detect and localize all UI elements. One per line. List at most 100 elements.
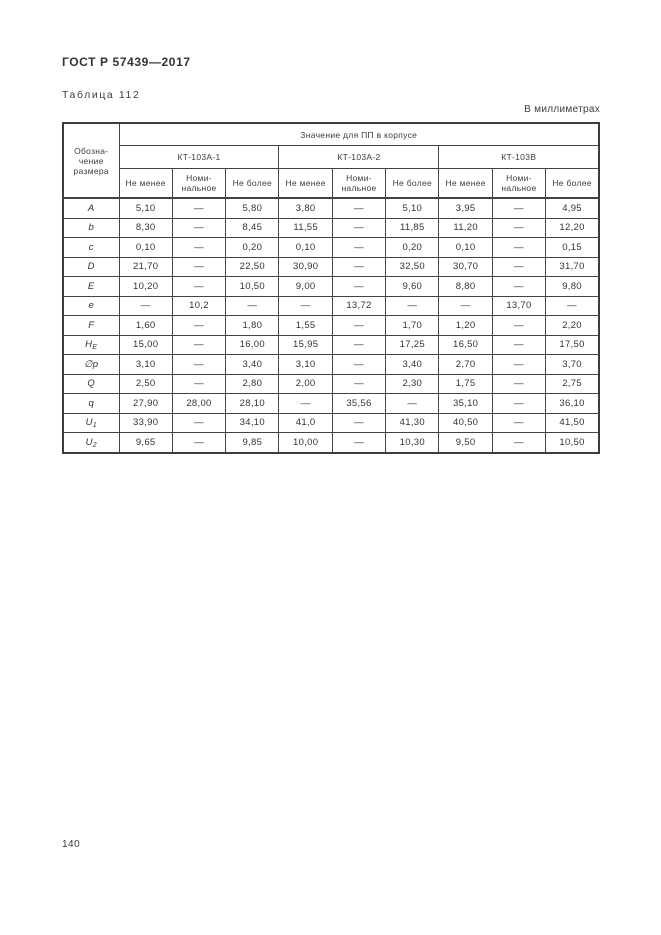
value-cell: 8,45 — [225, 217, 280, 238]
row-label: e — [62, 295, 120, 316]
row-label: U2 — [62, 432, 120, 453]
value-cell: — — [171, 197, 227, 219]
table-row: c 0,10—0,20 0,10—0,20 0,10—0,15 — [62, 237, 600, 258]
value-cell: — — [491, 393, 547, 414]
value-cell: 32,50 — [385, 256, 440, 277]
table-row: b 8,30—8,45 11,55—11,85 11,20—12,20 — [62, 217, 600, 238]
value-cell: 11,20 — [438, 217, 493, 238]
value-cell: 40,50 — [438, 412, 493, 433]
value-cell: 17,50 — [545, 334, 600, 355]
value-cell: 2,00 — [278, 373, 333, 394]
value-cell: — — [171, 217, 227, 238]
value-cell: — — [171, 373, 227, 394]
value-cell: 31,70 — [545, 256, 600, 277]
value-cell: — — [491, 276, 547, 297]
value-cell: 15,00 — [118, 334, 173, 355]
value-cell: — — [331, 197, 387, 219]
value-cell: 16,00 — [225, 334, 280, 355]
value-cell: 16,50 — [438, 334, 493, 355]
value-cell: 0,20 — [225, 237, 280, 258]
group-header-kt103a2: КТ-103А-2 — [278, 145, 440, 169]
value-cell: — — [491, 354, 547, 375]
value-cell: 2,80 — [225, 373, 280, 394]
value-cell: 5,10 — [118, 197, 173, 219]
sub-header-nominal: Номи- нальное — [331, 168, 387, 199]
value-cell: 28,10 — [225, 393, 280, 414]
sub-header-nominal: Номи- нальное — [171, 168, 227, 199]
value-cell: 30,70 — [438, 256, 493, 277]
value-cell: 21,70 — [118, 256, 173, 277]
table-row: F 1,60—1,80 1,55—1,70 1,20—2,20 — [62, 315, 600, 336]
value-cell: 41,0 — [278, 412, 333, 433]
value-cell: 9,60 — [385, 276, 440, 297]
value-cell: — — [491, 217, 547, 238]
value-cell: 28,00 — [171, 393, 227, 414]
sub-header-max: Не более — [385, 168, 440, 199]
value-cell: — — [171, 276, 227, 297]
value-cell: 1,75 — [438, 373, 493, 394]
table-row: Q 2,50—2,80 2,00—2,30 1,75—2,75 — [62, 373, 600, 394]
value-cell: — — [491, 315, 547, 336]
row-label: b — [62, 217, 120, 238]
value-cell: — — [331, 256, 387, 277]
header-row-limits: Не менее Номи- нальное Не более Не менее… — [63, 168, 600, 199]
value-cell: 3,40 — [385, 354, 440, 375]
value-cell: 0,10 — [438, 237, 493, 258]
dimensions-table: Обозна- чение размера Значение для ПП в … — [62, 122, 600, 454]
value-cell: 1,55 — [278, 315, 333, 336]
sub-header-max: Не более — [225, 168, 280, 199]
value-cell: 22,50 — [225, 256, 280, 277]
value-cell: 2,70 — [438, 354, 493, 375]
value-cell: 0,20 — [385, 237, 440, 258]
sub-header-min: Не менее — [278, 168, 333, 199]
value-cell: 30,90 — [278, 256, 333, 277]
value-cell: — — [491, 197, 547, 219]
value-cell: — — [171, 412, 227, 433]
value-cell: 33,90 — [118, 412, 173, 433]
value-cell: — — [385, 295, 440, 316]
table-header: Обозна- чение размера Значение для ПП в … — [62, 122, 600, 199]
value-cell: — — [331, 237, 387, 258]
value-cell: — — [545, 295, 600, 316]
header-row-groups: КТ-103А-1 КТ-103А-2 КТ-103В — [63, 145, 600, 169]
value-cell: 0,15 — [545, 237, 600, 258]
value-cell: 34,10 — [225, 412, 280, 433]
value-cell: — — [491, 373, 547, 394]
value-cell: — — [278, 295, 333, 316]
value-cell: 3,10 — [278, 354, 333, 375]
corner-header: Обозна- чение размера — [62, 122, 120, 199]
value-cell: 10,00 — [278, 432, 333, 453]
value-cell: — — [331, 373, 387, 394]
row-label: D — [62, 256, 120, 277]
group-header-kt103a1: КТ-103А-1 — [118, 145, 280, 169]
value-cell: 3,10 — [118, 354, 173, 375]
sub-header-min: Не менее — [438, 168, 493, 199]
value-cell: — — [171, 334, 227, 355]
units-note: В миллиметрах — [524, 104, 600, 115]
value-cell: 17,25 — [385, 334, 440, 355]
value-cell: 10,2 — [171, 295, 227, 316]
value-cell: — — [171, 256, 227, 277]
value-cell: 1,60 — [118, 315, 173, 336]
table-row: q 27,90 28,00 28,10—35,56—35,10—36,10 — [62, 393, 600, 414]
value-cell: 11,55 — [278, 217, 333, 238]
value-cell: 8,30 — [118, 217, 173, 238]
table-row: D 21,70—22,50 30,90—32,50 30,70—31,70 — [62, 256, 600, 277]
value-cell: — — [225, 295, 280, 316]
value-cell: 10,50 — [225, 276, 280, 297]
value-cell: 35,10 — [438, 393, 493, 414]
table-row: A 5,10—5,80 3,80—5,10 3,95—4,95 — [62, 197, 600, 219]
value-cell: — — [331, 217, 387, 238]
group-header-kt103b: КТ-103В — [438, 145, 600, 169]
value-cell: — — [491, 256, 547, 277]
value-cell: 0,10 — [118, 237, 173, 258]
table-row: E 10,20—10,50 9,00—9,60 8,80—9,80 — [62, 276, 600, 297]
value-cell: 3,95 — [438, 197, 493, 219]
row-label: HE — [62, 334, 120, 355]
row-label-subscript: 1 — [92, 422, 97, 430]
row-label: F — [62, 315, 120, 336]
value-cell: — — [491, 237, 547, 258]
value-cell: 3,80 — [278, 197, 333, 219]
value-cell: 15,95 — [278, 334, 333, 355]
table-body: A 5,10—5,80 3,80—5,10 3,95—4,95 b 8,30—8,45 11… — [62, 197, 600, 453]
